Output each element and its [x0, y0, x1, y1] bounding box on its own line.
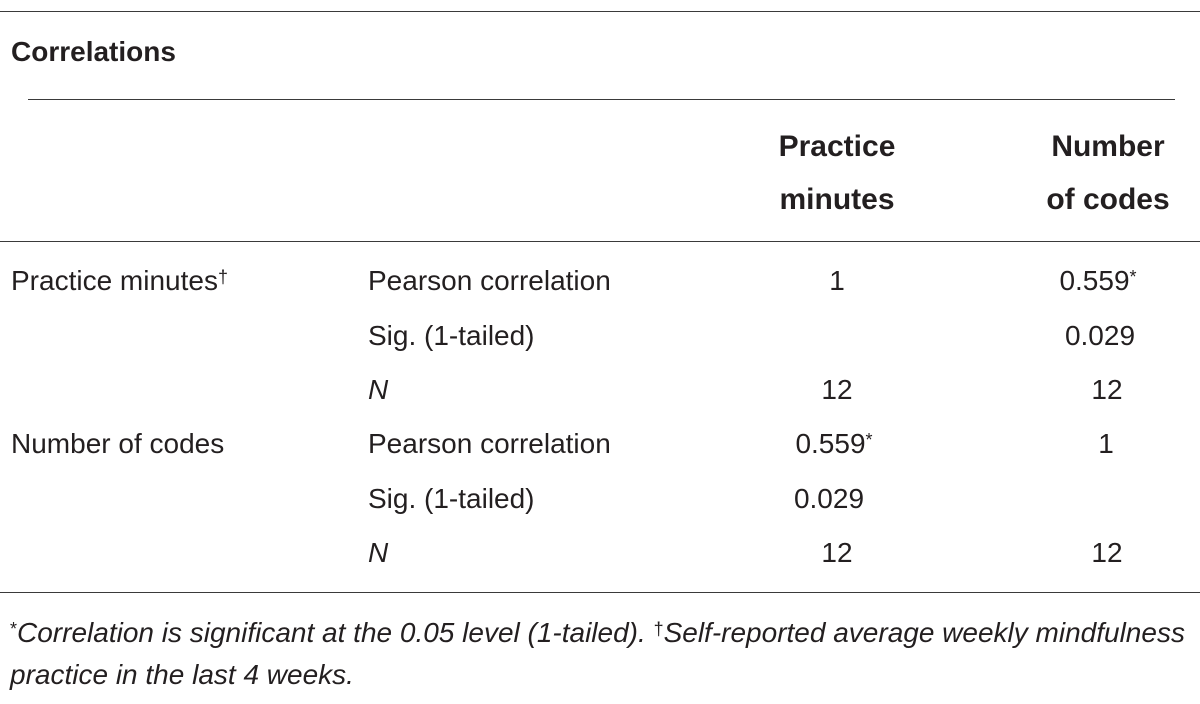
statistic-label: Pearson correlation	[368, 265, 611, 296]
column-header-line: Number	[1051, 130, 1165, 163]
value-cell: 0.029	[729, 481, 929, 517]
value-cell: 0.559*	[734, 426, 934, 462]
table-footnote: *Correlation is significant at the 0.05 …	[10, 612, 1190, 696]
column-header-line: of codes	[1046, 183, 1170, 216]
top-rule	[0, 11, 1200, 12]
value-text: 0.559	[795, 428, 866, 459]
value-text: 0.029	[793, 483, 865, 514]
value-cell: 0.029	[1000, 318, 1200, 354]
value-text: 1	[1098, 428, 1114, 459]
table-title: Correlations	[11, 36, 176, 67]
significance-mark: *	[10, 619, 18, 639]
value-text: 12	[1091, 537, 1123, 568]
statistic-label: N	[368, 537, 389, 568]
value-text: 12	[821, 537, 853, 568]
statistic-label: N	[368, 374, 389, 405]
row-group-label: Number of codes	[11, 426, 224, 462]
footnote-text: Self-reported average weekly mindfulness…	[10, 617, 1185, 690]
statistic-label: Pearson correlation	[368, 428, 611, 459]
row-group-label: Practice minutes†	[11, 263, 228, 299]
significance-mark: *	[1129, 267, 1137, 287]
value-text: 12	[821, 374, 853, 405]
footnote-text: Correlation is significant at the 0.05 l…	[17, 617, 654, 648]
value-cell: 12	[1007, 535, 1200, 571]
value-cell: 0.559*	[998, 263, 1198, 299]
dagger-mark: †	[217, 267, 228, 287]
title-rule	[28, 99, 1175, 100]
row-group-label-text: Practice minutes	[11, 265, 218, 296]
value-cell: 12	[737, 535, 937, 571]
column-header-number-of-codes: Number of codes	[1008, 120, 1200, 226]
value-cell: 1	[1006, 426, 1200, 462]
column-header-line: minutes	[779, 183, 895, 216]
statistic-label: Sig. (1-tailed)	[368, 320, 535, 351]
header-rule	[0, 241, 1200, 242]
bottom-rule	[0, 592, 1200, 593]
value-text: 12	[1091, 374, 1123, 405]
value-text: 1	[829, 265, 845, 296]
significance-mark: *	[865, 430, 873, 450]
statistic-label: Sig. (1-tailed)	[368, 483, 535, 514]
value-cell: 1	[737, 263, 937, 299]
value-text: 0.559	[1059, 265, 1130, 296]
value-cell: 12	[1007, 372, 1200, 408]
value-text: 0.029	[1064, 320, 1136, 351]
column-header-line: Practice	[778, 130, 896, 163]
column-header-practice-minutes: Practice minutes	[737, 120, 937, 226]
value-cell: 12	[737, 372, 937, 408]
dagger-mark: †	[653, 619, 664, 639]
row-group-label-text: Number of codes	[11, 428, 225, 459]
